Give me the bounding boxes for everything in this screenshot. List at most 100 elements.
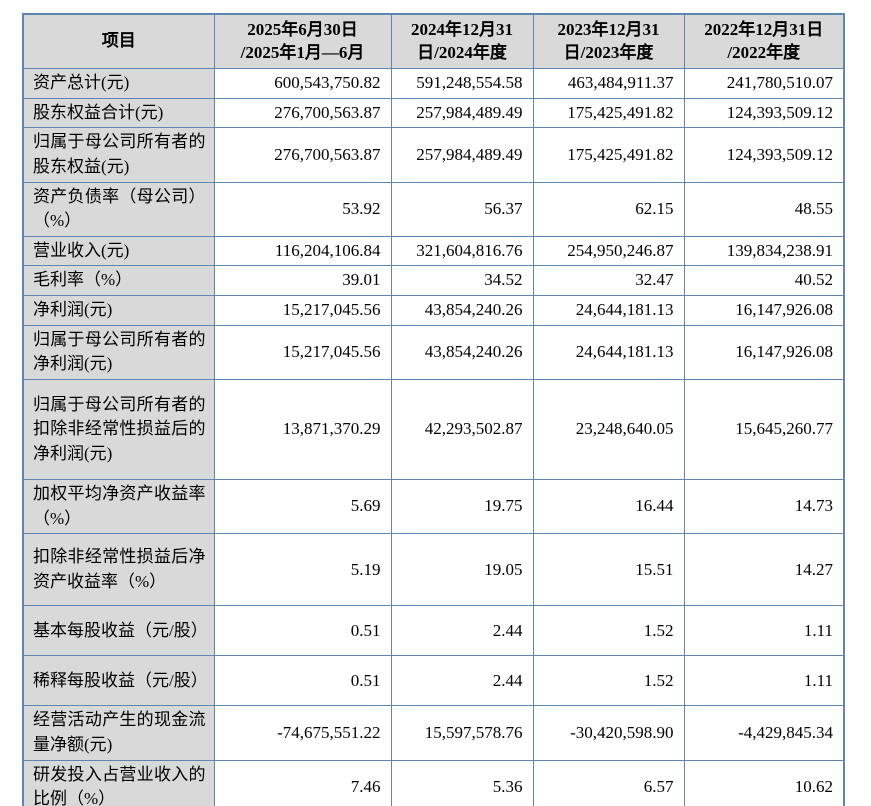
row-label: 归属于母公司所有者的股东权益(元) <box>22 127 215 183</box>
row-value: 321,604,816.76 <box>390 235 534 267</box>
table-row: 毛利率（%） 39.01 34.52 32.47 40.52 <box>22 265 845 297</box>
row-value: 24,644,181.13 <box>532 324 685 381</box>
row-label: 归属于母公司所有者的扣除非经常性损益后的净利润(元) <box>22 379 215 481</box>
row-value: 42,293,502.87 <box>390 379 534 481</box>
header-period-2025: 2025年6月30日 /2025年1月—6月 <box>213 13 392 69</box>
row-label: 加权平均净资产收益率（%） <box>22 479 215 535</box>
row-value: 276,700,563.87 <box>213 97 392 129</box>
table-row: 资产总计(元) 600,543,750.82 591,248,554.58 463,4… <box>22 68 845 99</box>
row-label: 净利润(元) <box>22 295 215 326</box>
row-value: 15,597,578.76 <box>390 705 534 761</box>
row-value: 0.51 <box>213 655 392 707</box>
table-row: 归属于母公司所有者的扣除非经常性损益后的净利润(元) 13,871,370.29 4… <box>22 379 845 481</box>
row-label: 资产负债率（母公司）（%） <box>22 181 215 237</box>
table-row: 加权平均净资产收益率（%） 5.69 19.75 16.44 14.73 <box>22 479 845 535</box>
row-value: 32.47 <box>532 265 685 297</box>
row-label: 经营活动产生的现金流量净额(元) <box>22 705 215 761</box>
table-row: 基本每股收益（元/股） 0.51 2.44 1.52 1.11 <box>22 605 845 657</box>
row-value: 463,484,911.37 <box>532 68 685 99</box>
row-value: 276,700,563.87 <box>213 127 392 183</box>
row-value: 48.55 <box>683 181 845 237</box>
row-label: 扣除非经常性损益后净资产收益率（%） <box>22 533 215 607</box>
row-label: 股东权益合计(元) <box>22 97 215 129</box>
row-value: 6.57 <box>532 759 685 806</box>
row-value: 39.01 <box>213 265 392 297</box>
row-value: 10.62 <box>683 759 845 806</box>
table-row: 归属于母公司所有者的净利润(元) 15,217,045.56 43,854,240.… <box>22 324 845 381</box>
row-value: 15.51 <box>532 533 685 607</box>
row-label: 稀释每股收益（元/股） <box>22 655 215 707</box>
row-label: 营业收入(元) <box>22 235 215 267</box>
row-value: 53.92 <box>213 181 392 237</box>
row-value: 34.52 <box>390 265 534 297</box>
row-value: 16,147,926.08 <box>683 295 845 326</box>
table-row: 经营活动产生的现金流量净额(元) -74,675,551.22 15,597,578… <box>22 705 845 761</box>
table-row: 净利润(元) 15,217,045.56 43,854,240.26 24,644,1… <box>22 295 845 326</box>
row-value: 600,543,750.82 <box>213 68 392 99</box>
row-label: 基本每股收益（元/股） <box>22 605 215 657</box>
row-value: 116,204,106.84 <box>213 235 392 267</box>
row-value: 15,217,045.56 <box>213 324 392 381</box>
row-value: 19.75 <box>390 479 534 535</box>
row-label: 毛利率（%） <box>22 265 215 297</box>
header-row: 项目 2025年6月30日 /2025年1月—6月 2024年12月31 日/2… <box>22 13 845 69</box>
row-value: 139,834,238.91 <box>683 235 845 267</box>
row-value: -4,429,845.34 <box>683 705 845 761</box>
table-row: 研发投入占营业收入的比例（%） 7.46 5.36 6.57 10.62 <box>22 759 845 806</box>
row-value: 175,425,491.82 <box>532 97 685 129</box>
row-value: -74,675,551.22 <box>213 705 392 761</box>
table-body: 资产总计(元) 600,543,750.82 591,248,554.58 463,4… <box>22 68 845 806</box>
row-value: 16.44 <box>532 479 685 535</box>
row-value: 62.15 <box>532 181 685 237</box>
table-row: 扣除非经常性损益后净资产收益率（%） 5.19 19.05 15.51 14.27 <box>22 533 845 607</box>
header-period-2024: 2024年12月31 日/2024年度 <box>390 13 534 69</box>
row-value: -30,420,598.90 <box>532 705 685 761</box>
row-value: 43,854,240.26 <box>390 324 534 381</box>
row-value: 43,854,240.26 <box>390 295 534 326</box>
row-label: 资产总计(元) <box>22 68 215 99</box>
row-value: 124,393,509.12 <box>683 127 845 183</box>
row-value: 24,644,181.13 <box>532 295 685 326</box>
row-label: 归属于母公司所有者的净利润(元) <box>22 324 215 381</box>
row-value: 5.36 <box>390 759 534 806</box>
row-value: 56.37 <box>390 181 534 237</box>
row-value: 16,147,926.08 <box>683 324 845 381</box>
row-value: 257,984,489.49 <box>390 97 534 129</box>
header-period-2023: 2023年12月31 日/2023年度 <box>532 13 685 69</box>
row-value: 257,984,489.49 <box>390 127 534 183</box>
row-value: 1.52 <box>532 605 685 657</box>
row-value: 13,871,370.29 <box>213 379 392 481</box>
header-period-2022: 2022年12月31日 /2022年度 <box>683 13 845 69</box>
row-value: 14.27 <box>683 533 845 607</box>
financial-indicators-table: 项目 2025年6月30日 /2025年1月—6月 2024年12月31 日/2… <box>22 13 845 806</box>
row-value: 591,248,554.58 <box>390 68 534 99</box>
row-value: 241,780,510.07 <box>683 68 845 99</box>
row-value: 5.19 <box>213 533 392 607</box>
table-row: 股东权益合计(元) 276,700,563.87 257,984,489.49 175… <box>22 97 845 129</box>
row-value: 5.69 <box>213 479 392 535</box>
row-value: 14.73 <box>683 479 845 535</box>
table-row: 营业收入(元) 116,204,106.84 321,604,816.76 254,9… <box>22 235 845 267</box>
row-value: 15,645,260.77 <box>683 379 845 481</box>
row-value: 2.44 <box>390 655 534 707</box>
row-value: 7.46 <box>213 759 392 806</box>
row-value: 15,217,045.56 <box>213 295 392 326</box>
row-value: 2.44 <box>390 605 534 657</box>
financial-summary-section: 项目 2025年6月30日 /2025年1月—6月 2024年12月31 日/2… <box>22 13 845 806</box>
row-label: 研发投入占营业收入的比例（%） <box>22 759 215 806</box>
table-row: 稀释每股收益（元/股） 0.51 2.44 1.52 1.11 <box>22 655 845 707</box>
row-value: 175,425,491.82 <box>532 127 685 183</box>
row-value: 254,950,246.87 <box>532 235 685 267</box>
row-value: 1.52 <box>532 655 685 707</box>
row-value: 40.52 <box>683 265 845 297</box>
table-row: 归属于母公司所有者的股东权益(元) 276,700,563.87 257,984,4… <box>22 127 845 183</box>
row-value: 19.05 <box>390 533 534 607</box>
row-value: 1.11 <box>683 655 845 707</box>
header-item-column: 项目 <box>22 13 215 69</box>
row-value: 124,393,509.12 <box>683 97 845 129</box>
row-value: 1.11 <box>683 605 845 657</box>
row-value: 23,248,640.05 <box>532 379 685 481</box>
row-value: 0.51 <box>213 605 392 657</box>
table-row: 资产负债率（母公司）（%） 53.92 56.37 62.15 48.55 <box>22 181 845 237</box>
